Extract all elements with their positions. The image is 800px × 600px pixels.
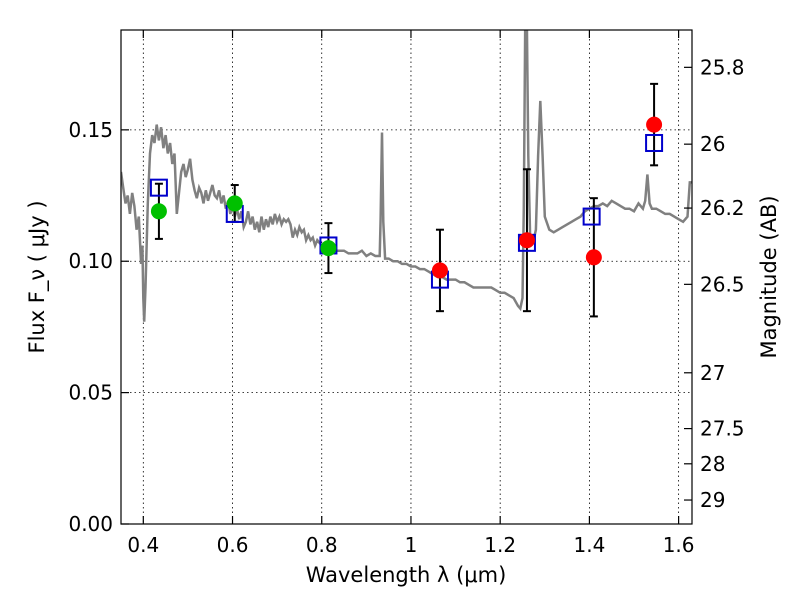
y2-tick-label: 25.8 bbox=[700, 55, 745, 79]
model-square-marker bbox=[582, 207, 601, 226]
observed-point-marker bbox=[646, 116, 663, 133]
y2-tick-label: 29 bbox=[700, 488, 725, 512]
x-tick-label: 1.4 bbox=[573, 533, 605, 557]
y-axis-label: Flux F_ν ( μJy ) bbox=[25, 200, 50, 353]
observed-point-marker bbox=[150, 203, 167, 220]
y-tick-label: 0.10 bbox=[68, 249, 113, 273]
spectrum-line bbox=[121, 30, 692, 322]
observed-point-marker bbox=[518, 232, 535, 249]
marker-layer bbox=[149, 116, 664, 289]
plot-frame bbox=[120, 29, 693, 525]
y2-axis-label: Magnitude (AB) bbox=[757, 195, 781, 358]
y2-tick-label: 26.2 bbox=[700, 196, 745, 220]
y2-tick-label: 28 bbox=[700, 452, 725, 476]
y-tick-label: 0.05 bbox=[68, 381, 113, 405]
x-tick-label: 1.2 bbox=[484, 533, 516, 557]
observed-point-marker bbox=[431, 262, 448, 279]
x-tick-label: 0.8 bbox=[306, 533, 338, 557]
y2-tick-label: 26.5 bbox=[700, 272, 745, 296]
x-tick-label: 0.4 bbox=[127, 533, 159, 557]
y2-tick-label: 27.5 bbox=[700, 417, 745, 441]
model-square-marker bbox=[149, 178, 168, 197]
x-axis-label: Wavelength λ (μm) bbox=[306, 563, 507, 587]
y-tick-label: 0.00 bbox=[68, 512, 113, 536]
observed-point-marker bbox=[320, 240, 337, 257]
x-tick-label: 1 bbox=[405, 533, 418, 557]
grid-layer bbox=[121, 30, 692, 524]
observed-point-marker bbox=[585, 249, 602, 266]
plot-area bbox=[121, 30, 692, 322]
x-tick-label: 0.6 bbox=[217, 533, 249, 557]
y2-tick-label: 26 bbox=[700, 132, 725, 156]
y-tick-label: 0.15 bbox=[68, 118, 113, 142]
observed-point-marker bbox=[226, 195, 243, 212]
y2-tick-label: 27 bbox=[700, 361, 725, 385]
tick-layer: 0.4 0.6 0.8 1 1.2 1.4 1.6 0.00 0.05 0.10 0.15 25.8 2… bbox=[68, 30, 745, 557]
x-tick-label: 1.6 bbox=[663, 533, 695, 557]
model-square-marker bbox=[645, 133, 664, 152]
